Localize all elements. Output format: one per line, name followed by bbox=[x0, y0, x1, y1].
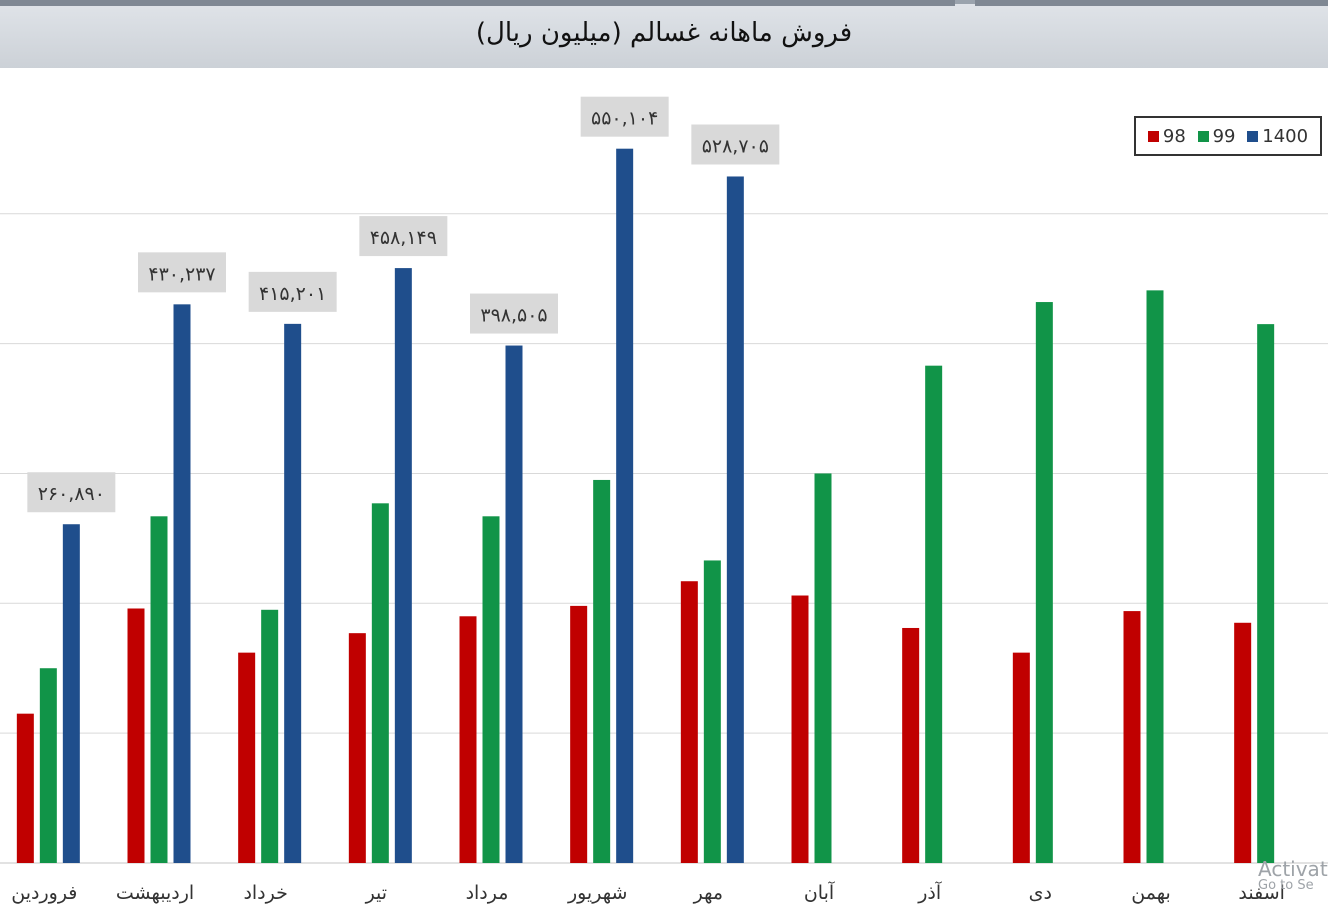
bar-98-10 bbox=[1012, 652, 1030, 863]
bar-98-9 bbox=[902, 627, 920, 863]
x-tick-label: مهر bbox=[693, 882, 723, 904]
bar-1400-7 bbox=[726, 176, 744, 863]
legend-swatch-98 bbox=[1147, 130, 1159, 142]
x-tick-label: تیر bbox=[365, 882, 388, 904]
data-label: ۲۶۰,۸۹۰ bbox=[38, 483, 105, 505]
x-tick-label: فروردین bbox=[11, 882, 77, 904]
data-label: ۴۵۸,۱۴۹ bbox=[370, 227, 437, 249]
data-label-box bbox=[359, 216, 448, 257]
bar-99-1 bbox=[39, 668, 57, 863]
bar-chart: فروردین اردیبهشت خرداد تیر مرداد شهریور مهر آبا… bbox=[0, 96, 1328, 904]
x-tick-label: مرداد bbox=[466, 882, 509, 904]
bar-99-4 bbox=[371, 503, 389, 863]
legend-item-1400: 1400 bbox=[1247, 126, 1308, 147]
bar-1400-1 bbox=[62, 524, 80, 863]
bar-1400-3 bbox=[284, 323, 302, 863]
bar-99-7 bbox=[703, 560, 721, 863]
bar-99-8 bbox=[814, 473, 832, 863]
legend-item-99: 99 bbox=[1197, 125, 1236, 147]
bar-98-3 bbox=[238, 652, 256, 863]
bar-99-2 bbox=[150, 516, 168, 863]
bar-99-3 bbox=[261, 609, 279, 863]
legend-label-1400: 1400 bbox=[1262, 125, 1309, 147]
x-tick-label: خرداد bbox=[243, 882, 287, 904]
bar-98-8 bbox=[791, 595, 809, 863]
data-label: ۵۲۸,۷۰۵ bbox=[702, 135, 769, 157]
windows-activation-watermark: Activat Go to Se bbox=[1258, 858, 1328, 892]
data-label-box bbox=[691, 124, 780, 165]
title-bar: فروش ماهانه غسالم (میلیون ریال) bbox=[0, 0, 1328, 68]
x-tick-label: اسفند bbox=[1238, 882, 1285, 904]
tab-edge-left bbox=[0, 0, 955, 6]
bar-99-12 bbox=[1257, 324, 1275, 863]
bar-99-10 bbox=[1035, 302, 1053, 864]
x-tick-label: آبان bbox=[804, 880, 835, 904]
watermark-line-1: Activat bbox=[1258, 857, 1328, 881]
bar-98-6 bbox=[570, 605, 588, 863]
chart-legend: 98 99 1400 bbox=[1134, 116, 1322, 156]
bar-98-12 bbox=[1234, 622, 1252, 863]
bar-98-2 bbox=[127, 608, 145, 863]
legend-label-98: 98 bbox=[1162, 125, 1186, 147]
bar-99-6 bbox=[593, 479, 611, 863]
legend-swatch-1400 bbox=[1247, 130, 1259, 142]
bar-1400-6 bbox=[616, 148, 634, 864]
bar-99-9 bbox=[925, 365, 943, 863]
legend-label-99: 99 bbox=[1212, 125, 1236, 147]
bar-98-11 bbox=[1123, 611, 1141, 863]
bar-99-11 bbox=[1146, 290, 1164, 863]
data-label: ۳۹۸,۵۰۵ bbox=[480, 305, 547, 327]
data-label-box bbox=[138, 252, 226, 293]
x-tick-label: آذر bbox=[917, 880, 942, 904]
data-label-box bbox=[580, 96, 669, 137]
x-tick-label: اردیبهشت bbox=[116, 882, 194, 904]
data-label: ۴۳۰,۲۳۷ bbox=[148, 263, 215, 285]
bar-98-4 bbox=[348, 633, 366, 863]
data-label-box bbox=[470, 293, 558, 334]
x-tick-label: شهریور bbox=[567, 882, 627, 904]
legend-item-98: 98 bbox=[1147, 125, 1186, 147]
x-tick-label: بهمن bbox=[1131, 882, 1171, 904]
tab-edge-right bbox=[975, 0, 1328, 6]
data-label: ۵۵۰,۱۰۴ bbox=[591, 108, 658, 130]
x-tick-label: دی bbox=[1029, 882, 1052, 904]
legend-swatch-99 bbox=[1197, 130, 1209, 142]
watermark-line-2: Go to Se bbox=[1258, 878, 1314, 893]
chart-title: فروش ماهانه غسالم (میلیون ریال) bbox=[475, 18, 853, 48]
data-label: ۴۱۵,۲۰۱ bbox=[259, 283, 326, 305]
bar-1400-4 bbox=[394, 268, 412, 863]
bar-98-1 bbox=[16, 713, 34, 863]
bar-1400-5 bbox=[505, 345, 523, 863]
bar-98-7 bbox=[680, 581, 698, 863]
data-label-box bbox=[248, 271, 337, 312]
data-label-box bbox=[27, 472, 116, 513]
bar-98-5 bbox=[459, 616, 477, 863]
bar-99-5 bbox=[482, 516, 500, 863]
bar-1400-2 bbox=[173, 304, 191, 863]
